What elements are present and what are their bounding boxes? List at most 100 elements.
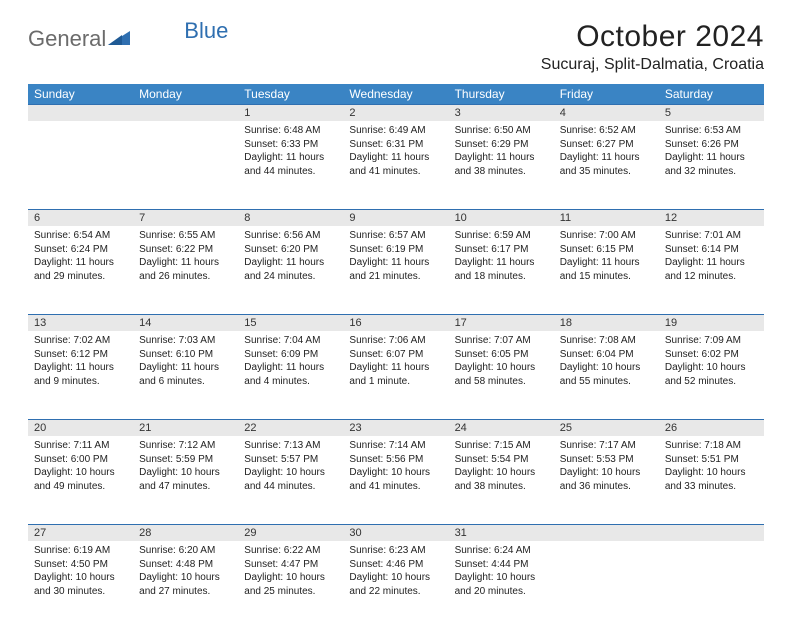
- day-line: Sunrise: 6:53 AM: [665, 124, 758, 138]
- day-cell: Sunrise: 7:07 AMSunset: 6:05 PMDaylight:…: [449, 331, 554, 419]
- day-line: Sunset: 5:51 PM: [665, 453, 758, 467]
- day-number: 15: [238, 314, 343, 331]
- day-line: Sunrise: 7:01 AM: [665, 229, 758, 243]
- day-content: Sunrise: 6:55 AMSunset: 6:22 PMDaylight:…: [133, 226, 238, 289]
- day-content: Sunrise: 7:14 AMSunset: 5:56 PMDaylight:…: [343, 436, 448, 499]
- day-header: Monday: [133, 84, 238, 104]
- day-cell: Sunrise: 6:23 AMSunset: 4:46 PMDaylight:…: [343, 541, 448, 629]
- day-content: Sunrise: 6:20 AMSunset: 4:48 PMDaylight:…: [133, 541, 238, 604]
- day-line: and 9 minutes.: [34, 375, 127, 389]
- day-line: Sunset: 6:05 PM: [455, 348, 548, 362]
- day-number: 16: [343, 314, 448, 331]
- day-line: Sunrise: 6:19 AM: [34, 544, 127, 558]
- day-line: Sunrise: 6:57 AM: [349, 229, 442, 243]
- day-line: Daylight: 11 hours: [244, 361, 337, 375]
- week-daynum-row: 13141516171819: [28, 314, 764, 331]
- day-content: Sunrise: 6:23 AMSunset: 4:46 PMDaylight:…: [343, 541, 448, 604]
- day-number: 8: [238, 209, 343, 226]
- logo-triangle-icon: [108, 29, 130, 50]
- day-cell: Sunrise: 7:13 AMSunset: 5:57 PMDaylight:…: [238, 436, 343, 524]
- day-content: Sunrise: 6:22 AMSunset: 4:47 PMDaylight:…: [238, 541, 343, 604]
- day-line: and 26 minutes.: [139, 270, 232, 284]
- month-title: October 2024: [541, 20, 764, 54]
- day-line: Daylight: 11 hours: [349, 361, 442, 375]
- day-line: Sunset: 6:24 PM: [34, 243, 127, 257]
- day-cell: Sunrise: 7:17 AMSunset: 5:53 PMDaylight:…: [554, 436, 659, 524]
- day-content: Sunrise: 6:19 AMSunset: 4:50 PMDaylight:…: [28, 541, 133, 604]
- day-line: and 41 minutes.: [349, 480, 442, 494]
- day-line: Sunset: 5:54 PM: [455, 453, 548, 467]
- day-line: and 41 minutes.: [349, 165, 442, 179]
- day-content: Sunrise: 6:50 AMSunset: 6:29 PMDaylight:…: [449, 121, 554, 184]
- day-line: Sunset: 6:20 PM: [244, 243, 337, 257]
- day-line: and 47 minutes.: [139, 480, 232, 494]
- day-header: Thursday: [449, 84, 554, 104]
- day-line: Sunrise: 7:09 AM: [665, 334, 758, 348]
- day-line: Daylight: 11 hours: [349, 256, 442, 270]
- day-header-row: Sunday Monday Tuesday Wednesday Thursday…: [28, 84, 764, 104]
- day-line: Daylight: 11 hours: [244, 151, 337, 165]
- day-cell: Sunrise: 7:15 AMSunset: 5:54 PMDaylight:…: [449, 436, 554, 524]
- day-line: Sunset: 6:12 PM: [34, 348, 127, 362]
- day-line: Sunset: 6:33 PM: [244, 138, 337, 152]
- day-cell: Sunrise: 6:56 AMSunset: 6:20 PMDaylight:…: [238, 226, 343, 314]
- week-content-row: Sunrise: 7:02 AMSunset: 6:12 PMDaylight:…: [28, 331, 764, 419]
- week-content-row: Sunrise: 6:54 AMSunset: 6:24 PMDaylight:…: [28, 226, 764, 314]
- day-line: and 44 minutes.: [244, 165, 337, 179]
- day-number: 5: [659, 104, 764, 121]
- day-number: 31: [449, 524, 554, 541]
- day-content: Sunrise: 6:57 AMSunset: 6:19 PMDaylight:…: [343, 226, 448, 289]
- day-cell: Sunrise: 6:48 AMSunset: 6:33 PMDaylight:…: [238, 121, 343, 209]
- day-cell: Sunrise: 7:02 AMSunset: 6:12 PMDaylight:…: [28, 331, 133, 419]
- day-line: Sunrise: 6:49 AM: [349, 124, 442, 138]
- day-line: and 15 minutes.: [560, 270, 653, 284]
- day-line: and 55 minutes.: [560, 375, 653, 389]
- day-line: Sunset: 6:07 PM: [349, 348, 442, 362]
- day-cell: Sunrise: 7:06 AMSunset: 6:07 PMDaylight:…: [343, 331, 448, 419]
- day-cell: Sunrise: 6:24 AMSunset: 4:44 PMDaylight:…: [449, 541, 554, 629]
- day-number: 1: [238, 104, 343, 121]
- day-line: Daylight: 11 hours: [560, 256, 653, 270]
- day-cell: Sunrise: 6:57 AMSunset: 6:19 PMDaylight:…: [343, 226, 448, 314]
- day-line: Sunrise: 6:22 AM: [244, 544, 337, 558]
- day-line: Sunrise: 7:12 AM: [139, 439, 232, 453]
- day-number: 24: [449, 419, 554, 436]
- week-content-row: Sunrise: 6:48 AMSunset: 6:33 PMDaylight:…: [28, 121, 764, 209]
- day-number: 28: [133, 524, 238, 541]
- day-content: Sunrise: 6:24 AMSunset: 4:44 PMDaylight:…: [449, 541, 554, 604]
- day-number: 20: [28, 419, 133, 436]
- day-line: Daylight: 11 hours: [665, 256, 758, 270]
- day-cell: Sunrise: 6:55 AMSunset: 6:22 PMDaylight:…: [133, 226, 238, 314]
- day-line: Daylight: 10 hours: [455, 571, 548, 585]
- day-cell: Sunrise: 6:22 AMSunset: 4:47 PMDaylight:…: [238, 541, 343, 629]
- day-number: 13: [28, 314, 133, 331]
- day-line: and 33 minutes.: [665, 480, 758, 494]
- day-content: Sunrise: 6:56 AMSunset: 6:20 PMDaylight:…: [238, 226, 343, 289]
- day-number: [28, 104, 133, 121]
- day-content: Sunrise: 7:09 AMSunset: 6:02 PMDaylight:…: [659, 331, 764, 394]
- day-line: Sunrise: 6:59 AM: [455, 229, 548, 243]
- day-line: and 25 minutes.: [244, 585, 337, 599]
- day-number: 29: [238, 524, 343, 541]
- week-daynum-row: 2728293031: [28, 524, 764, 541]
- day-number: [133, 104, 238, 121]
- day-number: 27: [28, 524, 133, 541]
- day-cell: Sunrise: 7:03 AMSunset: 6:10 PMDaylight:…: [133, 331, 238, 419]
- day-line: Sunset: 6:17 PM: [455, 243, 548, 257]
- day-number: 19: [659, 314, 764, 331]
- day-cell: Sunrise: 6:54 AMSunset: 6:24 PMDaylight:…: [28, 226, 133, 314]
- day-content: Sunrise: 7:08 AMSunset: 6:04 PMDaylight:…: [554, 331, 659, 394]
- location-text: Sucuraj, Split-Dalmatia, Croatia: [541, 56, 764, 74]
- day-cell: Sunrise: 7:09 AMSunset: 6:02 PMDaylight:…: [659, 331, 764, 419]
- day-content: Sunrise: 7:07 AMSunset: 6:05 PMDaylight:…: [449, 331, 554, 394]
- calendar-body: 12345Sunrise: 6:48 AMSunset: 6:33 PMDayl…: [28, 104, 764, 629]
- day-line: Daylight: 11 hours: [34, 256, 127, 270]
- day-line: Sunrise: 7:03 AM: [139, 334, 232, 348]
- day-number: 25: [554, 419, 659, 436]
- day-line: Daylight: 10 hours: [560, 466, 653, 480]
- day-line: Sunrise: 7:13 AM: [244, 439, 337, 453]
- day-number: 23: [343, 419, 448, 436]
- day-content: Sunrise: 7:01 AMSunset: 6:14 PMDaylight:…: [659, 226, 764, 289]
- day-content: Sunrise: 7:12 AMSunset: 5:59 PMDaylight:…: [133, 436, 238, 499]
- day-number: 18: [554, 314, 659, 331]
